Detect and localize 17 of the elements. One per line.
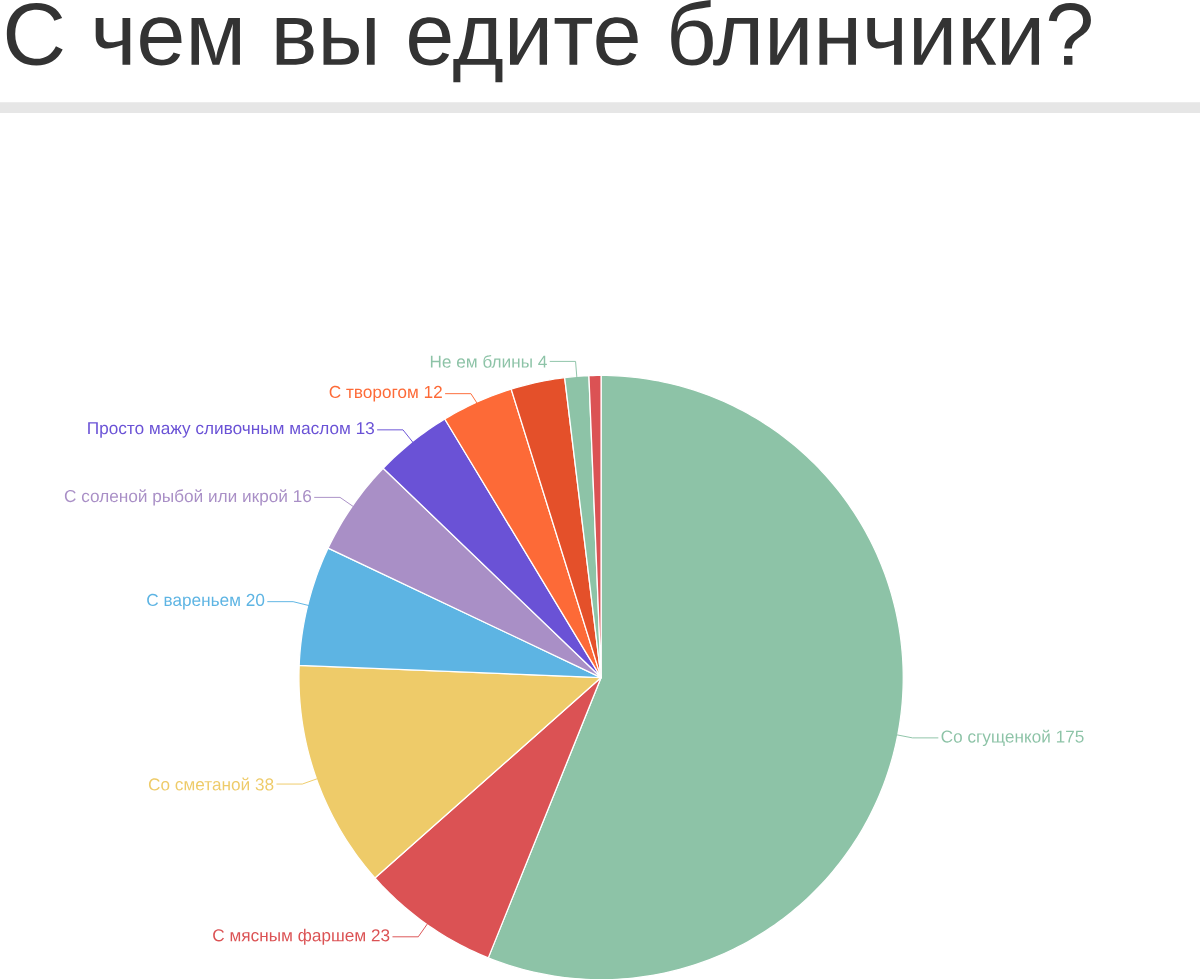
data-label: 13 [356,421,375,435]
slice-label: С вареньем [147,593,240,610]
slice-label: С мясным фаршем [213,928,365,945]
slice-label: Не ем блины [430,354,532,368]
data-label: 16 [294,489,312,502]
slice-label: Со сметаной [148,777,249,791]
data-label: 12 [424,385,442,398]
slice-label: Просто мажу сливочным маслом [88,422,350,438]
data-label: 175 [1056,730,1084,743]
slice-label: С творогом [329,385,418,402]
data-label: 4 [538,355,547,368]
data-label: 23 [371,929,390,942]
slice-label: С соленой рыбой или икрой [64,489,287,506]
data-label: 38 [255,778,274,791]
chart-title: С чем вы едите блинчики? [6,0,1091,83]
slice-label: Со сгущенкой [941,729,1050,746]
data-label: 20 [246,593,265,606]
